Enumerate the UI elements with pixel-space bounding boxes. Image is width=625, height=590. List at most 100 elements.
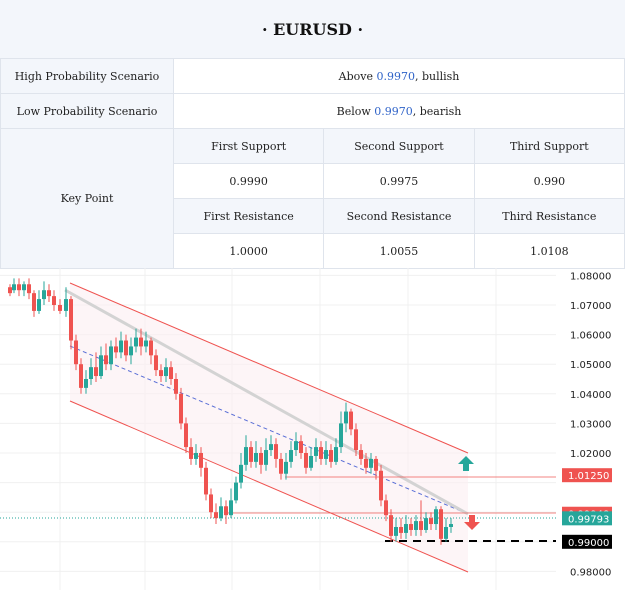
low-scenario-prefix: Below xyxy=(336,104,375,118)
candle-body xyxy=(179,393,183,424)
candle-body xyxy=(364,458,368,468)
table-row: Low Probability Scenario Below 0.9970, b… xyxy=(0,93,625,129)
candle-body xyxy=(374,458,378,471)
candle-body xyxy=(389,515,393,536)
candle-body xyxy=(274,444,278,459)
candle-body xyxy=(199,453,203,468)
candle-body xyxy=(439,509,443,539)
low-scenario-level: 0.9970 xyxy=(374,104,413,118)
candle-body xyxy=(184,423,188,448)
candle-body xyxy=(27,284,31,294)
candle-body xyxy=(32,293,36,311)
candle-body xyxy=(319,447,323,459)
title-bar: · EURUSD · xyxy=(0,0,625,58)
candle-body xyxy=(234,482,238,501)
candle-body xyxy=(224,506,228,516)
first-support-value: 0.9990 xyxy=(172,163,325,199)
candle-body xyxy=(109,346,113,365)
candle-body xyxy=(324,450,328,459)
price-tick-label: 1.04000 xyxy=(570,390,611,401)
high-scenario-value: Above 0.9970, bullish xyxy=(173,58,625,94)
candle-body xyxy=(314,447,318,456)
candle-body xyxy=(294,441,298,451)
candle-body xyxy=(384,500,388,516)
candle-body xyxy=(284,461,288,474)
candle-body xyxy=(94,367,98,377)
second-support-value: 0.9975 xyxy=(323,163,475,199)
price-tick-label: 1.08000 xyxy=(570,271,611,282)
candle-body xyxy=(399,527,403,533)
candle-body xyxy=(219,506,223,519)
candle-body xyxy=(84,379,88,388)
price-tag-label: 0.99793 xyxy=(568,514,609,525)
candle-body xyxy=(8,287,12,294)
candle-body xyxy=(159,370,163,377)
candle-body xyxy=(204,467,208,495)
candle-body xyxy=(444,527,448,539)
candle-body xyxy=(174,379,178,394)
key-levels-table: High Probability Scenario Above 0.9970, … xyxy=(0,58,625,269)
candle-body xyxy=(414,521,418,530)
candle-body xyxy=(229,500,233,516)
candle-body xyxy=(329,450,333,462)
table-row: 1.0000 1.0055 1.0108 xyxy=(1,233,625,269)
price-chart-svg: 1.08000 1.07000 1.06000 1.05000 1.04000 1.030… xyxy=(0,268,612,590)
candle-body xyxy=(164,367,168,377)
candle-body xyxy=(409,524,413,530)
price-tag-label: 1.01250 xyxy=(568,471,609,482)
candle-body xyxy=(429,518,433,525)
candle-body xyxy=(12,284,16,291)
candle-body xyxy=(74,340,78,365)
candle-body xyxy=(369,458,373,468)
candle-body xyxy=(42,290,46,300)
candle-body xyxy=(394,527,398,536)
candle-body xyxy=(144,340,148,347)
key-point-label: Key Point xyxy=(0,128,174,269)
candle-body xyxy=(129,346,133,356)
candle-body xyxy=(79,364,83,388)
candle-body xyxy=(299,441,303,453)
price-tag xyxy=(562,534,612,549)
price-tick-label: 0.98000 xyxy=(570,567,611,578)
candle-body xyxy=(139,337,143,347)
price-tick-label: 1.06000 xyxy=(570,331,611,342)
table-row: Key Point First Support Second Support T… xyxy=(0,128,625,269)
candle-body xyxy=(404,524,408,533)
candle-body xyxy=(434,509,438,525)
first-support-header: First Support xyxy=(172,128,325,164)
candle-body xyxy=(47,290,51,297)
candle-body xyxy=(279,458,283,474)
third-support-value: 0.990 xyxy=(473,163,625,199)
bullish-arrow-icon xyxy=(458,456,474,471)
price-tick-label: 1.03000 xyxy=(570,419,611,430)
third-support-header: Third Support xyxy=(473,128,625,164)
candle-body xyxy=(349,411,353,430)
candle-body xyxy=(169,367,173,379)
candle-body xyxy=(449,524,453,527)
first-resistance-value: 1.0000 xyxy=(172,233,325,269)
candle-body xyxy=(119,340,123,353)
high-scenario-level: 0.9970 xyxy=(376,69,415,83)
table-row: First Resistance Second Resistance Third… xyxy=(1,198,625,234)
candle-body xyxy=(64,299,68,311)
candle-body xyxy=(344,411,348,424)
channel-fill xyxy=(70,283,468,572)
candle-body xyxy=(289,450,293,462)
price-tag xyxy=(562,468,612,483)
price-chart: 1.08000 1.07000 1.06000 1.05000 1.04000 1.030… xyxy=(0,268,625,590)
channel-upper-line xyxy=(69,282,469,454)
candle-body xyxy=(269,444,273,451)
price-axis: 1.08000 1.07000 1.06000 1.05000 1.04000 1.030… xyxy=(562,271,612,578)
channel-lower-line xyxy=(69,400,469,573)
candle-body xyxy=(22,284,26,291)
candle-body xyxy=(58,305,62,311)
candle-body xyxy=(244,447,248,465)
second-resistance-value: 1.0055 xyxy=(323,233,475,269)
candle-body xyxy=(339,423,343,448)
candle-body xyxy=(309,455,313,468)
candle-body xyxy=(359,450,363,459)
high-scenario-prefix: Above xyxy=(338,69,377,83)
price-tag xyxy=(562,511,612,526)
first-resistance-header: First Resistance xyxy=(172,198,325,234)
candle-body xyxy=(259,453,263,465)
